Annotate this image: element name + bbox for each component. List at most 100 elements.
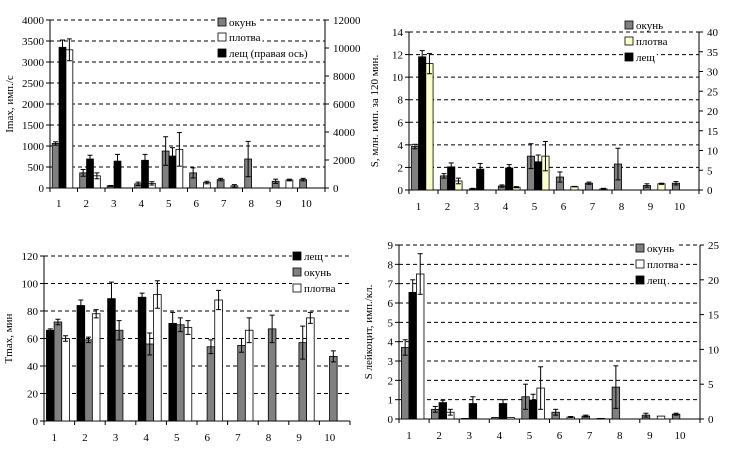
legend-swatch (624, 52, 634, 62)
bar-000000-4 (137, 296, 147, 422)
bar-808080-2 (84, 339, 93, 422)
x-tick-label: 3 (113, 432, 119, 444)
bar-000000-1 (418, 56, 427, 191)
y2-tick-label: 30 (707, 67, 719, 79)
bar-000000-2 (86, 158, 94, 189)
x-tick-label: 10 (324, 432, 336, 444)
x-tick-label: 2 (84, 198, 90, 210)
y-tick-label: 2 (398, 162, 404, 174)
x-tick-label: 1 (56, 198, 62, 210)
legend-label: окунь (636, 20, 663, 32)
y-tick-label: 10 (392, 72, 404, 84)
legend-swatch (217, 32, 227, 42)
bar-808080-4 (145, 343, 154, 422)
legend-label: лещ (правая ось) (229, 48, 308, 60)
y-tick-label: 2500 (22, 78, 45, 90)
x-tick-label: 6 (205, 432, 211, 444)
y2-tick-label: 5 (708, 379, 714, 391)
legend-swatch (292, 283, 302, 293)
x-tick-label: 7 (235, 432, 241, 444)
x-tick-label: 9 (648, 201, 654, 213)
bar-ffffff-5 (183, 327, 193, 422)
chart-3: 0 20 40 60 80 100 120 1 2 3 4 5 6 7 8 9 10 лещ окунь плотва… (3, 250, 351, 444)
y-tick-label: 14 (392, 27, 404, 39)
x-tick-label: 4 (497, 430, 503, 442)
bar-ffffff-4 (506, 417, 515, 420)
x-tick-label: 2 (445, 201, 451, 213)
bar-000000-3 (107, 298, 116, 422)
x-tick-label: 7 (590, 201, 596, 213)
y-tick-label: 40 (27, 361, 39, 373)
x-tick-label: 8 (617, 430, 623, 442)
y-tick-label: 120 (22, 251, 39, 263)
legend-swatch (624, 36, 634, 46)
y-tick-label: 6 (398, 117, 404, 129)
y-tick-label: 7 (388, 279, 394, 291)
y-tick-label: 0 (39, 183, 45, 195)
x-tick-label: 9 (647, 430, 653, 442)
y-tick-label: 1 (388, 395, 394, 407)
legend-bg (624, 19, 666, 31)
x-tick-label: 7 (221, 198, 227, 210)
y-axis-label: Imax, имп./с (4, 75, 16, 133)
legend-label: плотва (647, 259, 679, 271)
y-tick-label: 20 (27, 389, 39, 401)
legend-swatch (292, 251, 302, 261)
x-tick-label: 1 (406, 430, 412, 442)
y-axis-label: Tmax, мин (3, 313, 15, 363)
x-tick-label: 1 (52, 432, 58, 444)
x-tick-label: 2 (82, 432, 88, 444)
y2-tick-label: 8000 (333, 71, 356, 83)
legend-label: лещ (636, 52, 655, 64)
legend-label: лещ (304, 251, 323, 263)
y-tick-label: 0 (33, 416, 39, 428)
bar-000000-1 (58, 46, 67, 189)
legend-bg (292, 266, 334, 278)
y2-tick-label: 15 (708, 310, 720, 322)
x-tick-label: 8 (249, 198, 255, 210)
y-tick-label: 0 (388, 414, 394, 426)
x-tick-label: 6 (194, 198, 200, 210)
y2-tick-label: 10 (707, 146, 719, 158)
bar-808080-10 (329, 355, 338, 422)
legend-swatch (635, 243, 645, 253)
bar-808080-6 (206, 346, 216, 422)
x-tick-label: 9 (276, 198, 282, 210)
y2-tick-label: 6000 (333, 99, 356, 111)
y2-tick-label: 5 (707, 165, 713, 177)
bar-808080-4 (491, 417, 500, 420)
y-tick-label: 2000 (22, 99, 45, 111)
y2-tick-label: 20 (707, 106, 719, 118)
y-tick-label: 2 (388, 375, 394, 387)
legend-bg (217, 31, 263, 43)
legend-label: окунь (304, 267, 331, 279)
legend-bg (635, 258, 681, 270)
x-tick-label: 9 (296, 432, 302, 444)
y-tick-label: 5 (388, 317, 394, 329)
y2-tick-label: 25 (708, 240, 720, 252)
bar-000000-1 (46, 329, 55, 422)
x-tick-label: 4 (503, 201, 509, 213)
chart-1: 0 500 1000 1500 2000 2500 3000 3500 4000 0 2000 400… (4, 15, 361, 210)
x-tick-label: 5 (532, 201, 538, 213)
y2-tick-label: 0 (707, 185, 713, 197)
legend-swatch (217, 17, 227, 27)
y2-tick-label: 25 (707, 86, 719, 98)
bar-ffffff-6 (214, 299, 223, 422)
legend-label: плотва (229, 32, 261, 44)
legend-bg (635, 242, 677, 254)
y-tick-label: 500 (28, 162, 45, 174)
bar-808080-3 (114, 329, 124, 422)
bar-ffffff-4 (153, 294, 162, 422)
legend-label: окунь (229, 17, 256, 29)
x-tick-label: 5 (527, 430, 533, 442)
y-tick-label: 4 (398, 140, 404, 152)
bar-808080-1 (401, 347, 410, 420)
bar-808080-5 (176, 324, 185, 422)
bar-ffffff-2 (91, 313, 101, 422)
bar-808080-7 (237, 344, 246, 422)
y-tick-label: 12 (392, 50, 403, 62)
